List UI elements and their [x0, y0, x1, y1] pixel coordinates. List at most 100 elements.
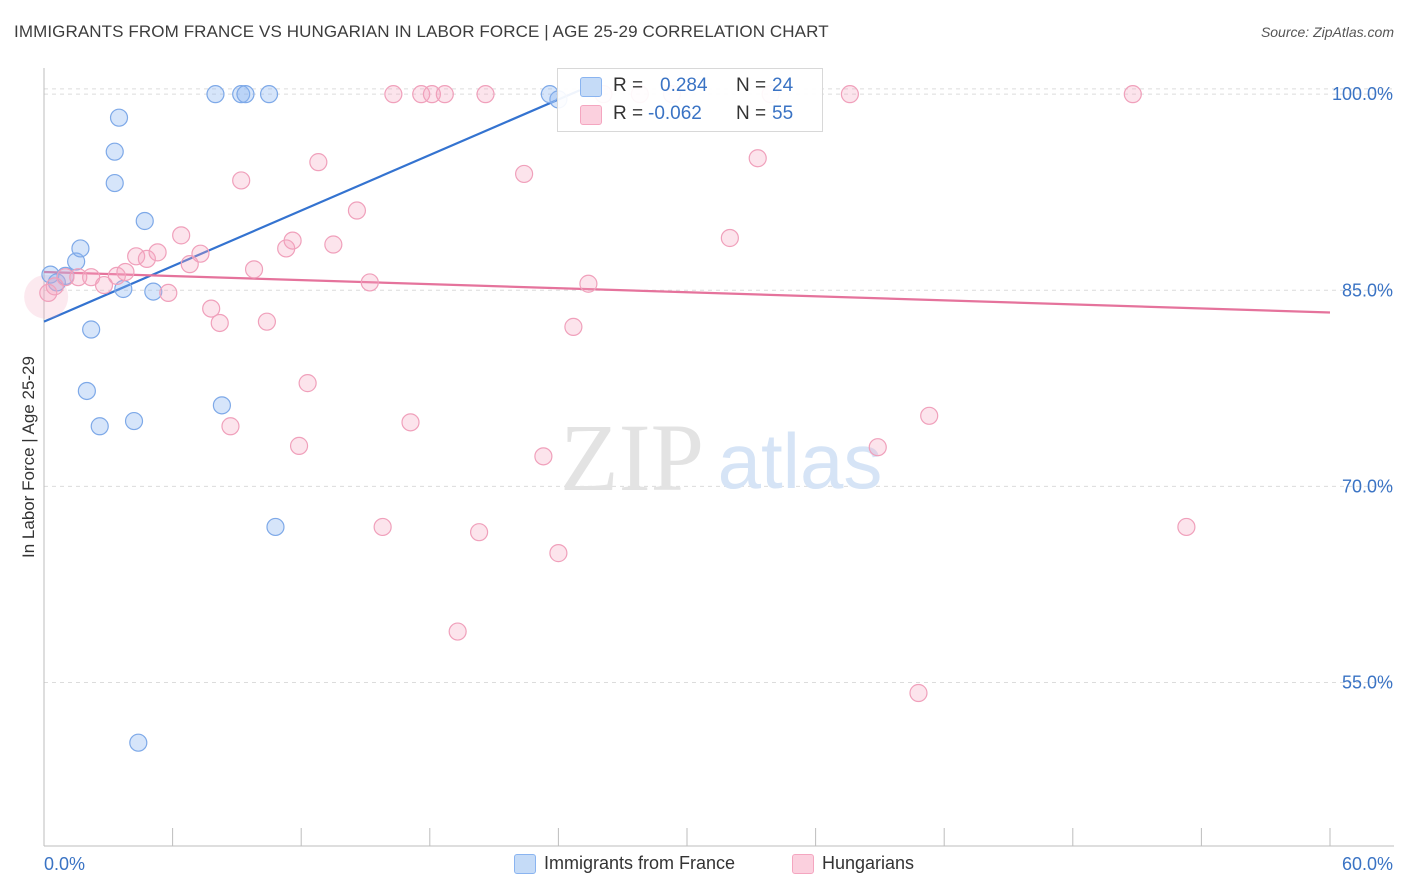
legend-n-label: N =	[736, 75, 767, 96]
hungarians-point-34	[469, 523, 489, 542]
hungarians-point-50	[920, 406, 939, 425]
legend-r-value-hungarians: -0.062	[648, 103, 702, 124]
hungarians-point-53	[39, 283, 58, 303]
france-point-6	[77, 381, 96, 401]
watermark-zip: ZIP	[560, 404, 704, 511]
hungarians-point-5	[116, 262, 135, 282]
hungarians-point-31	[422, 85, 442, 104]
hungarians-point-23	[309, 153, 328, 172]
france-point-18	[232, 85, 251, 104]
y-tick-label-1: 85.0%	[1342, 280, 1393, 300]
hungarians-point-44	[720, 228, 739, 248]
hungarians-point-36	[515, 164, 534, 184]
hungarians-point-39	[564, 317, 583, 336]
hungarians-trendline	[43, 270, 1331, 314]
legend-n-value-france: 24	[772, 75, 794, 96]
chart-title: IMMIGRANTS FROM FRANCE VS HUNGARIAN IN L…	[14, 22, 829, 41]
hungarians-point-45	[748, 149, 767, 168]
hungarians-point-6	[127, 247, 146, 266]
france-point-5	[82, 320, 101, 339]
hungarians-point-38	[549, 544, 568, 563]
hungarians-point-7	[137, 249, 156, 269]
hungarians-point-14	[210, 313, 229, 333]
hungarians-point-15	[221, 417, 240, 436]
bottom-legend-label-france: Immigrants from France	[544, 853, 736, 873]
correlation-legend: R = 0.284 N = 24 R = -0.062 N = 55	[557, 68, 823, 132]
france-point-10	[109, 108, 129, 127]
france-point-21	[266, 517, 285, 537]
hungarians-point-54	[45, 277, 64, 296]
hungarians-point-51	[1123, 85, 1142, 104]
hungarians-point-32	[435, 85, 454, 104]
hungarians-point-52	[1177, 517, 1196, 537]
hungarians-point-3	[94, 275, 114, 295]
france-point-9	[105, 142, 124, 161]
hungarians-point-27	[373, 517, 392, 537]
hungarians-point-25	[347, 201, 367, 220]
france-point-20	[259, 85, 279, 104]
bottom-legend-label-hungarians: Hungarians	[822, 853, 915, 873]
hungarians-point-33	[448, 622, 467, 641]
france-point-8	[105, 173, 124, 193]
trendlines	[43, 89, 1331, 323]
hungarians-point-48	[868, 438, 887, 457]
hungarians-point-16	[232, 171, 251, 190]
hungarians-point-12	[191, 244, 210, 263]
tick-labels: 100.0% 85.0% 70.0% 55.0% 0.0% 60.0%	[44, 84, 1393, 874]
hungarians-point-22	[298, 374, 317, 393]
hungarians-point-18	[257, 312, 277, 331]
hungarians-point-20	[283, 231, 302, 250]
hungarians-point-13	[202, 299, 221, 318]
legend-row-france: R = 0.284 N = 24	[558, 72, 822, 100]
hungarians-point-28	[384, 85, 403, 104]
hungarians-point-9	[159, 283, 178, 303]
legend-n-value-hungarians: 55	[772, 103, 794, 124]
x-tick-label-1: 60.0%	[1342, 854, 1393, 874]
france-point-14	[135, 211, 154, 231]
hungarians-point-29	[401, 413, 420, 432]
hungarians-point-21	[289, 436, 309, 455]
hungarians-point-35	[476, 85, 495, 104]
hungarians-point-30	[412, 85, 431, 104]
watermark: ZIP atlas	[560, 404, 882, 511]
france-point-12	[124, 411, 144, 431]
hungarians-point-40	[579, 274, 598, 293]
france-point-15	[144, 282, 163, 301]
bottom-legend-swatch-france	[514, 854, 536, 874]
legend-row-hungarians: R = -0.062 N = 55	[558, 100, 822, 128]
y-axis-label: In Labor Force | Age 25-29	[19, 356, 38, 558]
source-label: Source: ZipAtlas.com	[1260, 24, 1394, 40]
france-trendline	[43, 89, 581, 323]
x-tick-label-0: 0.0%	[44, 854, 85, 874]
hungarians-point-24	[324, 235, 343, 254]
y-tick-label-0: 100.0%	[1332, 84, 1393, 104]
hungarians-point-37	[534, 447, 553, 466]
legend-swatch-hungarians	[580, 105, 602, 125]
hungarians-point-8	[148, 243, 167, 262]
bottom-legend-swatch-hungarians	[792, 854, 814, 874]
legend-r-label: R =	[613, 103, 644, 124]
hungarians-cluster-point	[24, 274, 69, 319]
france-point-7	[90, 417, 109, 436]
legend-n-label: N =	[736, 103, 767, 124]
legend-r-label: R =	[613, 75, 644, 96]
france-point-4	[71, 239, 90, 258]
france-point-19	[236, 85, 255, 104]
france-point-16	[206, 85, 225, 104]
hungarians-point-4	[107, 266, 126, 286]
hungarians-point-49	[909, 683, 928, 703]
france-point-13	[129, 733, 148, 752]
legend-r-value-france: 0.284	[660, 75, 708, 96]
hungarians-point-26	[360, 273, 379, 292]
axes	[43, 68, 1394, 847]
y-tick-label-2: 70.0%	[1342, 476, 1393, 496]
hungarians-point-10	[172, 226, 191, 245]
y-tick-label-3: 55.0%	[1342, 673, 1393, 693]
hungarians-point-1	[69, 268, 88, 287]
watermark-atlas: atlas	[718, 417, 883, 505]
hungarians-point-47	[840, 85, 859, 104]
france-point-17	[212, 396, 231, 415]
legend-swatch-france	[580, 77, 602, 97]
hungarians-point-17	[244, 260, 264, 279]
